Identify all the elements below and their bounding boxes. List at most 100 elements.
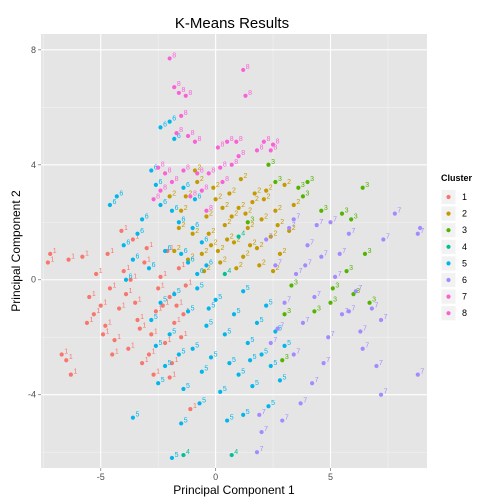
data-point-cluster-1 xyxy=(135,317,140,323)
data-point-cluster-8 xyxy=(236,154,241,159)
data-point-cluster-5 xyxy=(225,418,230,423)
data-point-cluster-3 xyxy=(305,179,310,185)
point-label-cluster-1: 1 xyxy=(96,308,100,315)
point-label-cluster-6: 6 xyxy=(168,245,172,252)
point-label-cluster-5: 5 xyxy=(177,288,181,295)
point-label-cluster-2: 2 xyxy=(181,222,185,229)
data-point-cluster-7 xyxy=(254,450,260,455)
data-point-cluster-1 xyxy=(112,337,117,343)
point-label-cluster-6: 6 xyxy=(158,179,162,186)
data-point-cluster-5 xyxy=(206,306,211,311)
data-point-cluster-4 xyxy=(229,452,234,458)
point-label-cluster-8: 8 xyxy=(241,150,245,157)
point-label-cluster-6: 6 xyxy=(136,254,140,261)
data-point-cluster-2 xyxy=(195,179,200,185)
data-point-cluster-4 xyxy=(236,234,241,239)
data-point-cluster-5 xyxy=(231,312,237,317)
point-label-cluster-7: 7 xyxy=(351,305,355,312)
plot-panel xyxy=(41,34,427,468)
point-label-cluster-1: 1 xyxy=(99,268,103,275)
point-label-cluster-2: 2 xyxy=(221,245,225,252)
data-point-cluster-5 xyxy=(167,332,172,337)
point-label-cluster-2: 2 xyxy=(227,219,231,226)
x-tick-label: 5 xyxy=(328,472,333,482)
point-label-cluster-2: 2 xyxy=(262,259,266,266)
data-point-cluster-1 xyxy=(146,352,152,357)
point-label-cluster-1: 1 xyxy=(131,343,135,350)
data-point-cluster-2 xyxy=(273,208,278,213)
data-point-cluster-2 xyxy=(202,269,207,274)
point-label-cluster-2: 2 xyxy=(225,202,229,209)
point-label-cluster-5: 5 xyxy=(269,300,273,307)
data-point-cluster-6 xyxy=(199,240,204,245)
data-point-cluster-2 xyxy=(270,269,276,274)
data-point-cluster-2 xyxy=(275,223,280,228)
data-point-cluster-7 xyxy=(305,243,310,248)
point-label-cluster-8: 8 xyxy=(168,167,172,174)
data-point-cluster-6 xyxy=(167,119,172,124)
data-point-cluster-3 xyxy=(351,292,356,297)
point-label-cluster-1: 1 xyxy=(85,251,89,258)
y-tick-label: 4 xyxy=(31,160,36,170)
data-point-cluster-2 xyxy=(234,266,239,271)
point-label-cluster-3: 3 xyxy=(356,288,360,295)
point-label-cluster-6: 6 xyxy=(195,222,199,229)
point-label-cluster-5: 5 xyxy=(264,348,268,355)
point-label-cluster-8: 8 xyxy=(200,167,204,174)
data-point-cluster-1 xyxy=(45,260,50,265)
data-point-cluster-8 xyxy=(195,171,200,176)
data-point-cluster-8 xyxy=(268,148,273,153)
data-point-cluster-5 xyxy=(179,421,184,426)
point-label-cluster-8: 8 xyxy=(204,185,208,192)
point-label-cluster-8: 8 xyxy=(184,110,188,117)
point-label-cluster-7: 7 xyxy=(374,302,378,309)
data-point-cluster-1 xyxy=(174,303,179,308)
point-label-cluster-2: 2 xyxy=(266,193,270,200)
point-label-cluster-1: 1 xyxy=(122,302,126,309)
data-point-cluster-7 xyxy=(300,320,306,325)
data-point-cluster-8 xyxy=(185,133,191,139)
data-point-cluster-1 xyxy=(64,358,69,363)
point-label-cluster-2: 2 xyxy=(246,251,250,258)
data-point-cluster-7 xyxy=(332,274,338,279)
point-label-cluster-5: 5 xyxy=(246,409,250,416)
data-point-cluster-7 xyxy=(257,412,262,417)
data-point-cluster-1 xyxy=(59,352,64,357)
point-label-cluster-8: 8 xyxy=(163,185,167,192)
point-label-cluster-2: 2 xyxy=(248,208,252,215)
point-label-cluster-3: 3 xyxy=(278,176,282,183)
data-point-cluster-1 xyxy=(84,320,90,325)
data-point-cluster-3 xyxy=(367,300,372,305)
data-point-cluster-2 xyxy=(277,251,283,256)
point-label-cluster-8: 8 xyxy=(234,159,238,166)
data-point-cluster-5 xyxy=(153,343,158,348)
data-point-cluster-5 xyxy=(218,389,223,394)
point-label-cluster-8: 8 xyxy=(181,87,185,94)
data-point-cluster-7 xyxy=(264,237,269,242)
point-label-cluster-1: 1 xyxy=(90,317,94,324)
point-label-cluster-7: 7 xyxy=(338,271,342,278)
point-label-cluster-7: 7 xyxy=(363,325,367,332)
legend-label-3: 3 xyxy=(462,225,467,235)
data-point-cluster-8 xyxy=(156,165,161,170)
y-axis-title: Principal Component 2 xyxy=(9,190,23,312)
scatter-points: 11 11111111111111111111111111111111111111… xyxy=(45,52,424,461)
data-point-cluster-8 xyxy=(225,139,230,144)
data-point-cluster-7 xyxy=(326,335,331,340)
point-label-cluster-6: 6 xyxy=(200,268,204,275)
point-label-cluster-7: 7 xyxy=(280,323,284,330)
data-point-cluster-5 xyxy=(197,401,202,406)
data-point-cluster-5 xyxy=(247,358,253,363)
point-label-cluster-7: 7 xyxy=(379,360,383,367)
point-label-cluster-5: 5 xyxy=(255,380,259,387)
data-point-cluster-1 xyxy=(176,266,181,271)
y-tick-label: -4 xyxy=(28,390,36,400)
data-point-cluster-5 xyxy=(273,329,278,334)
data-point-cluster-3 xyxy=(296,185,301,190)
legend-marker-2 xyxy=(446,211,451,216)
point-label-cluster-1: 1 xyxy=(110,248,114,255)
point-label-cluster-7: 7 xyxy=(264,426,268,433)
data-point-cluster-7 xyxy=(369,306,374,311)
data-point-cluster-5 xyxy=(195,286,200,291)
data-point-cluster-7 xyxy=(378,392,384,397)
